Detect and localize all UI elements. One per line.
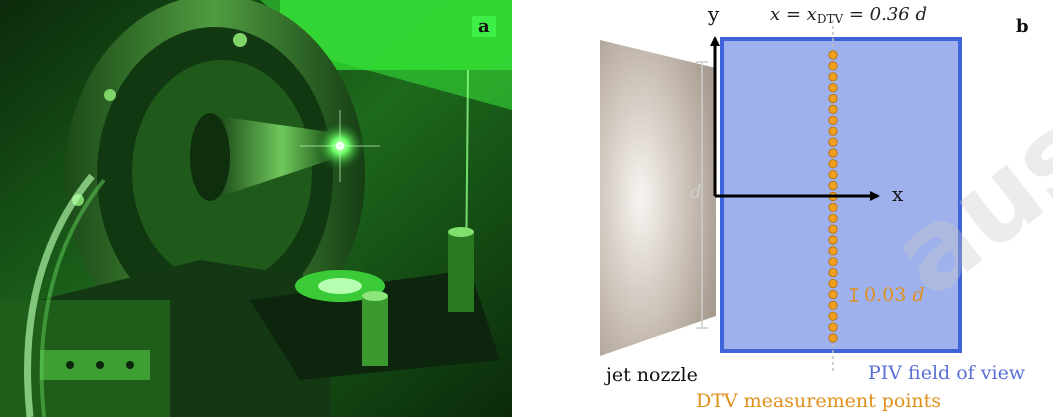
dtv-point (828, 300, 838, 310)
panel-b-label: b (1016, 16, 1029, 37)
dtv-point (828, 246, 838, 256)
dtv-point (828, 278, 838, 289)
y-axis-label: y (708, 2, 720, 26)
dtv-point (828, 104, 838, 115)
dtv-point (828, 126, 838, 136)
jet-nozzle-shape (600, 40, 716, 356)
equation-rhs: = 0.36 d (843, 4, 927, 25)
dtv-point (828, 333, 838, 343)
dtv-points (828, 50, 838, 343)
dtv-point (828, 115, 838, 125)
nozzle-height-label: d (690, 182, 702, 203)
spacing-unit: d (912, 284, 925, 306)
equation-lhs: x = x (770, 4, 817, 25)
photo-panel: a (0, 0, 512, 417)
dtv-point (828, 213, 838, 223)
dtv-point (828, 83, 838, 93)
dtv-point (828, 257, 838, 267)
dtv-point (828, 224, 838, 234)
spacing-marker (850, 288, 858, 302)
dtv-point (828, 50, 838, 60)
spacing-label: 0.03 d (864, 284, 925, 306)
dtv-point (828, 322, 838, 332)
dtv-point (828, 72, 838, 82)
dtv-point (828, 202, 838, 212)
dtv-point (828, 268, 838, 278)
dtv-point (828, 235, 838, 245)
dtv-point (828, 148, 838, 158)
dtv-equation: x = xDTV = 0.36 d (770, 4, 927, 26)
experiment-photo (0, 0, 512, 417)
spacing-value: 0.03 (864, 284, 907, 306)
schematic-panel: y x = xDTV = 0.36 d b x d 0.03 d jet noz… (512, 0, 1053, 417)
dtv-point (828, 93, 838, 104)
dtv-point (828, 137, 838, 147)
panel-a-label: a (472, 16, 496, 37)
dtv-point (828, 61, 838, 71)
jet-nozzle-label: jet nozzle (606, 364, 698, 386)
dtv-point (828, 289, 838, 300)
x-axis-label: x (892, 182, 904, 206)
dtv-points-label: DTV measurement points (696, 390, 942, 412)
dtv-point (828, 170, 838, 180)
equation-subscript: DTV (816, 12, 844, 26)
schematic-diagram (600, 20, 962, 372)
dtv-point (828, 181, 838, 191)
dtv-point (828, 311, 838, 321)
piv-field-label: PIV field of view (868, 362, 1026, 384)
dtv-point (828, 159, 838, 169)
